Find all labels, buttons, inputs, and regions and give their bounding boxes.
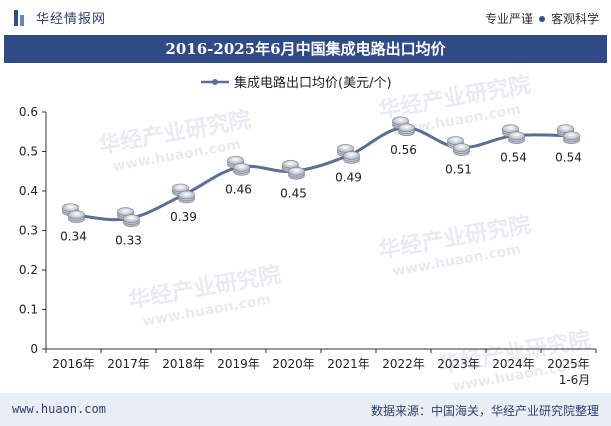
- data-point: [282, 159, 305, 180]
- data-label: 0.34: [60, 230, 87, 244]
- brand-name: 华经情报网: [36, 12, 107, 27]
- line-chart: 华经产业研究院www.huaon.com华经产业研究院www.huaon.com…: [19, 72, 597, 393]
- coin-marker-icon: [453, 143, 470, 152]
- data-point: [337, 144, 360, 164]
- coin-marker-icon: [233, 162, 250, 172]
- coin-marker-icon: [178, 190, 195, 200]
- axes: 0 0.1 0.2 0.3 0.4 0.5 0.6 2016年 2017年 2018年 2019年 2…: [19, 105, 597, 387]
- tagline-right: 客观科学: [550, 12, 599, 26]
- data-label: 0.51: [445, 163, 472, 177]
- coin-marker-icon: [68, 210, 85, 220]
- brand-logo-icon: [14, 9, 28, 26]
- coin-marker-icon: [398, 123, 415, 133]
- footer-website: www.huaon.com: [12, 402, 106, 416]
- data-point: [62, 203, 85, 224]
- x-tick-label: 2022年: [382, 357, 425, 371]
- legend-label: 集成电路出口均价(美元/个): [234, 75, 392, 91]
- chart-title: 2016-2025年6月中国集成电路出口均价: [4, 35, 607, 63]
- series-layer: 0.34 0.33 0.39 0.46 0.45 0.49 0.56 0.51 0.54 0.54: [60, 116, 582, 248]
- data-point: [392, 116, 415, 137]
- x-tick-label: 2017年: [107, 357, 150, 371]
- y-tick-label: 0.2: [19, 263, 38, 277]
- y-tick-label: 0.4: [19, 184, 38, 198]
- x-tick-label: 2021年: [327, 357, 370, 371]
- x-tick-label: 2024年: [492, 357, 535, 371]
- data-point: [447, 136, 470, 156]
- data-point: [502, 124, 525, 145]
- y-tick-label: 0.1: [19, 303, 38, 317]
- brand: 华经情报网: [14, 8, 106, 27]
- data-point: [172, 183, 195, 204]
- coin-marker-icon: [123, 214, 140, 223]
- x-tick-label: 2023年: [437, 357, 480, 371]
- data-label: 0.39: [170, 210, 197, 224]
- data-label: 0.33: [115, 234, 142, 248]
- y-tick-label: 0.3: [19, 224, 38, 238]
- legend-marker: [212, 79, 218, 85]
- series-line: [73, 126, 569, 222]
- footer: www.huaon.com 数据来源：中国海关，华经产业研究院整理: [0, 393, 611, 426]
- tagline-left: 专业严谨: [484, 12, 533, 26]
- x-tick-label: 2020年: [272, 357, 315, 371]
- x-tick-label: 2025年 1-6月: [547, 357, 590, 387]
- coin-marker-icon: [508, 131, 525, 141]
- x-tick-label: 2016年: [52, 357, 95, 371]
- top-bar: 华经情报网 专业严谨 客观科学: [0, 0, 611, 34]
- data-label: 0.54: [555, 151, 582, 165]
- y-tick-label: 0: [30, 342, 38, 356]
- footer-source: 数据来源：中国海关，华经产业研究院整理: [370, 404, 599, 418]
- x-tick-label: 2018年: [162, 357, 205, 371]
- bullet-dot-icon: [538, 15, 545, 22]
- data-label: 0.54: [500, 151, 527, 165]
- y-tick-label: 0.5: [19, 145, 38, 159]
- legend: 集成电路出口均价(美元/个): [201, 75, 392, 91]
- x-tick-label: 2019年: [217, 357, 260, 371]
- coin-marker-icon: [343, 151, 360, 160]
- watermark-layer: 华经产业研究院www.huaon.com华经产业研究院www.huaon.com…: [97, 72, 593, 393]
- data-label: 0.56: [390, 143, 417, 157]
- data-point: [227, 155, 250, 176]
- data-label: 0.46: [225, 182, 252, 196]
- data-label: 0.45: [280, 186, 307, 200]
- y-tick-label: 0.6: [19, 105, 38, 119]
- data-point: [117, 207, 140, 227]
- tagline: 专业严谨 客观科学: [485, 10, 599, 27]
- coin-marker-icon: [563, 131, 580, 141]
- data-label: 0.49: [335, 170, 362, 184]
- data-point: [557, 124, 580, 145]
- coin-marker-icon: [288, 166, 305, 176]
